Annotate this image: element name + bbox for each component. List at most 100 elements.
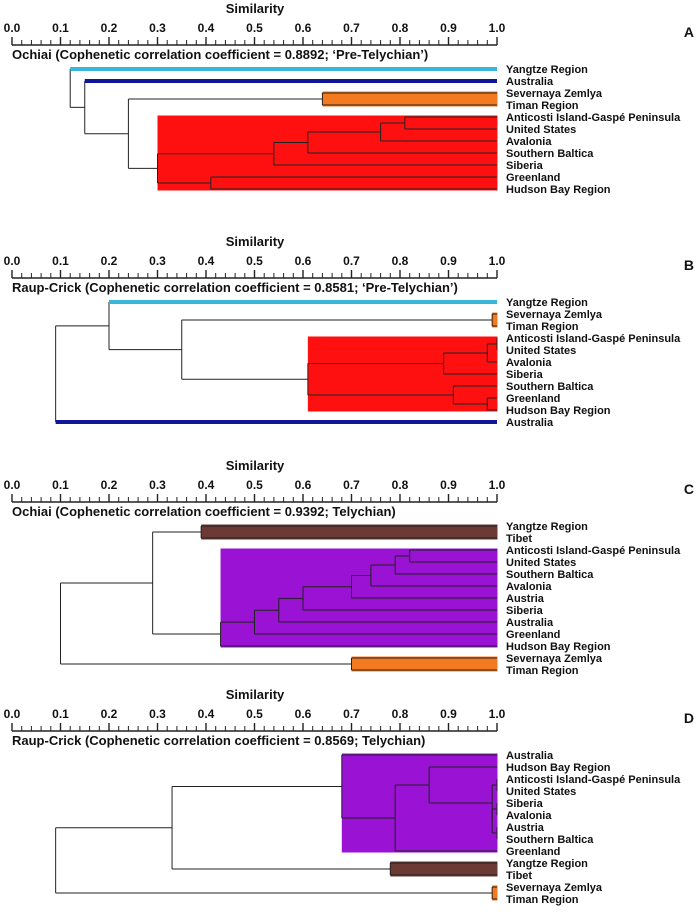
- leaf-label: Greenland: [506, 393, 560, 405]
- tick-label: 0.8: [392, 707, 409, 721]
- leaf-label: Yangtze Region: [506, 521, 588, 533]
- dendrogram-branches: [55, 300, 498, 424]
- leaf-label: Yangtze Region: [506, 858, 588, 870]
- tick-label: 0.9: [440, 21, 457, 35]
- tick-label: 1.0: [489, 707, 506, 721]
- cluster-block-brown: [201, 524, 498, 540]
- leaf-label: Southern Baltica: [506, 148, 594, 160]
- tick-label: 0.1: [52, 254, 69, 268]
- tick-label: 0.5: [246, 707, 263, 721]
- leaf-label: Yangtze Region: [506, 297, 588, 309]
- leaf-label: Anticosti Island-Gaspé Peninsula: [506, 545, 681, 557]
- cluster-block-orange: [322, 91, 498, 107]
- leaf-label: Tibet: [506, 533, 532, 545]
- leaf-label: Anticosti Island-Gaspé Peninsula: [506, 333, 681, 345]
- axis-title: Similarity: [226, 687, 285, 702]
- cluster-fills: [341, 753, 498, 901]
- leaf-label: Anticosti Island-Gaspé Peninsula: [506, 774, 681, 786]
- leaf-label: United States: [506, 345, 576, 357]
- leaf-label: Southern Baltica: [506, 569, 594, 581]
- tick-label: 0.2: [101, 21, 118, 35]
- leaf-label: Timan Region: [506, 321, 579, 333]
- leaf-label: Avalonia: [506, 581, 552, 593]
- leaf-label: Avalonia: [506, 357, 552, 369]
- tick-label: 1.0: [489, 21, 506, 35]
- dendrogram-panel-a: Similarity 0.0 0.1 0.2 0.3 0.4 0.5 0.6 0.7 0.8 0.9…: [4, 1, 694, 196]
- tick-label: 0.5: [246, 478, 263, 492]
- tick-label: 0.1: [52, 707, 69, 721]
- leaf-label: Australia: [506, 417, 554, 429]
- axis-title: Similarity: [226, 234, 285, 249]
- tick-label: 0.9: [440, 254, 457, 268]
- panel-letter: B: [684, 257, 694, 273]
- leaf-label: United States: [506, 124, 576, 136]
- leaf-label: Severnaya Zemlya: [506, 882, 603, 894]
- tick-label: 0.3: [149, 478, 166, 492]
- dendrogram-branches: [55, 754, 498, 900]
- leaf-label: Greenland: [506, 172, 560, 184]
- leaf-label: Tibet: [506, 870, 532, 882]
- dendrogram-panel-c: Similarity 0.0 0.1 0.2 0.3 0.4 0.5 0.6 0.7 0.8 0.9…: [4, 458, 694, 677]
- leaf-label: United States: [506, 786, 576, 798]
- tick-label: 0.9: [440, 478, 457, 492]
- tick-label: 0.4: [198, 478, 215, 492]
- tick-label: 0.2: [101, 254, 118, 268]
- dendrogram-branches: [60, 525, 497, 671]
- tick-label: 0.2: [101, 707, 118, 721]
- tick-label: 0.1: [52, 478, 69, 492]
- leaf-label: Hudson Bay Region: [506, 405, 611, 417]
- leaf-label: Greenland: [506, 629, 560, 641]
- tick-label: 0.5: [246, 254, 263, 268]
- axis-title: Similarity: [226, 458, 285, 473]
- leaf-label: Timan Region: [506, 665, 579, 677]
- tick-label: 0.3: [149, 254, 166, 268]
- axis-title: Similarity: [226, 1, 285, 16]
- leaf-label: Yangtze Region: [506, 64, 588, 76]
- leaf-label: Siberia: [506, 798, 544, 810]
- cluster-block-orange: [492, 885, 498, 901]
- cluster-block-brown: [390, 861, 498, 877]
- leaf-label: Australia: [506, 617, 554, 629]
- panel-title: Ochiai (Cophenetic correlation coefficie…: [12, 47, 428, 62]
- tick-label: 0.8: [392, 478, 409, 492]
- tick-label: 0.8: [392, 21, 409, 35]
- leaf-label: Severnaya Zemlya: [506, 309, 603, 321]
- tick-label: 0.3: [149, 707, 166, 721]
- dendrogram-panel-b: Similarity 0.0 0.1 0.2 0.3 0.4 0.5 0.6 0.7 0.8 0.9…: [4, 234, 694, 429]
- leaf-label: Austria: [506, 822, 545, 834]
- leaf-label: Greenland: [506, 846, 560, 858]
- tick-label: 0.7: [343, 254, 360, 268]
- cluster-block-orange: [492, 312, 498, 328]
- leaf-label: Southern Baltica: [506, 381, 594, 393]
- panel-letter: A: [684, 24, 694, 40]
- leaf-label: Siberia: [506, 369, 544, 381]
- tick-label: 0.0: [4, 21, 21, 35]
- cluster-block-orange: [351, 656, 498, 672]
- tick-label: 1.0: [489, 254, 506, 268]
- leaf-label: Avalonia: [506, 810, 552, 822]
- leaf-label: Southern Baltica: [506, 834, 594, 846]
- tick-label: 0.0: [4, 478, 21, 492]
- tick-label: 0.5: [246, 21, 263, 35]
- panel-title: Ochiai (Cophenetic correlation coefficie…: [12, 504, 396, 519]
- tick-label: 0.4: [198, 254, 215, 268]
- leaf-label: Hudson Bay Region: [506, 641, 611, 653]
- leaf-label: Hudson Bay Region: [506, 184, 611, 196]
- tick-label: 0.4: [198, 707, 215, 721]
- leaf-label: United States: [506, 557, 576, 569]
- tick-label: 0.0: [4, 254, 21, 268]
- leaf-label: Austria: [506, 593, 545, 605]
- panel-letter: C: [684, 481, 694, 497]
- panel-letter: D: [684, 710, 694, 726]
- tick-label: 0.2: [101, 478, 118, 492]
- tick-label: 0.1: [52, 21, 69, 35]
- tick-label: 0.7: [343, 21, 360, 35]
- tick-label: 0.7: [343, 707, 360, 721]
- tick-label: 0.0: [4, 707, 21, 721]
- tick-label: 1.0: [489, 478, 506, 492]
- panel-title: Raup-Crick (Cophenetic correlation coeff…: [12, 280, 458, 295]
- leaf-label: Avalonia: [506, 136, 552, 148]
- leaf-label: Australia: [506, 76, 554, 88]
- tick-label: 0.8: [392, 254, 409, 268]
